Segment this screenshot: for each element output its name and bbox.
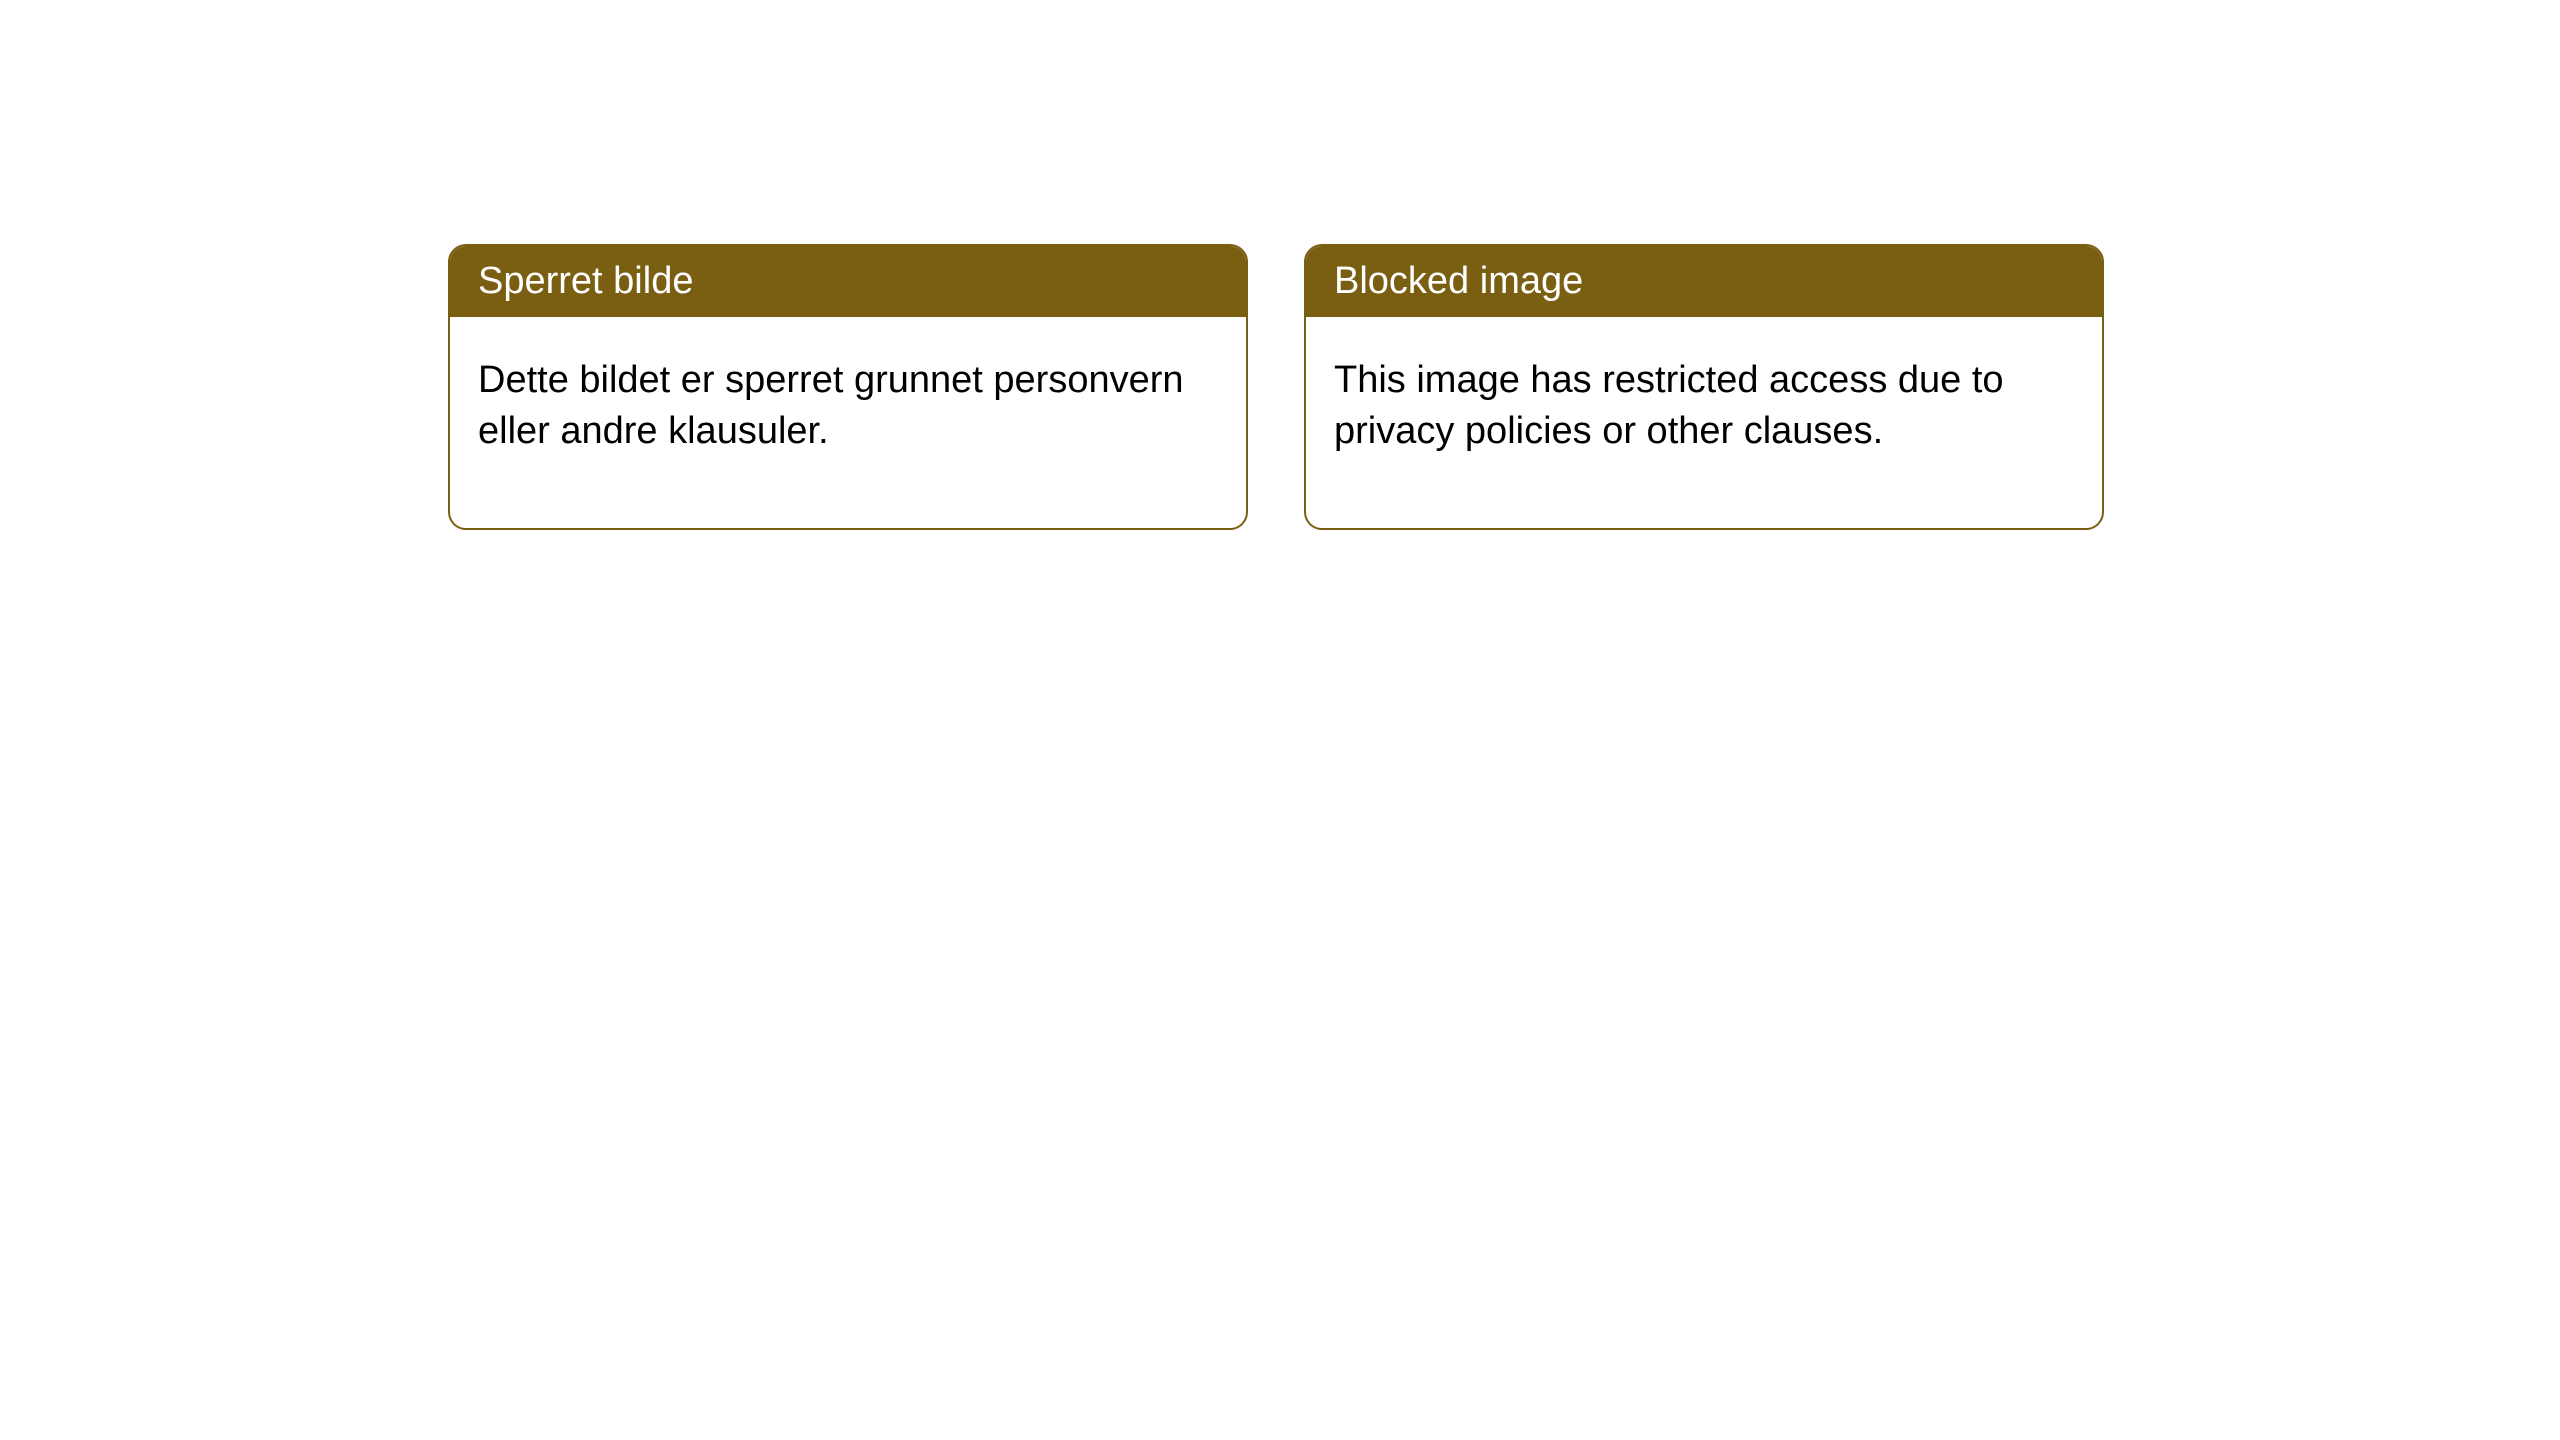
notice-body: Dette bildet er sperret grunnet personve… [450, 317, 1246, 528]
notice-body: This image has restricted access due to … [1306, 317, 2102, 528]
notice-header: Blocked image [1306, 246, 2102, 317]
notice-card-english: Blocked image This image has restricted … [1304, 244, 2104, 530]
notice-container: Sperret bilde Dette bildet er sperret gr… [448, 244, 2104, 530]
notice-header: Sperret bilde [450, 246, 1246, 317]
notice-title: Sperret bilde [478, 260, 693, 302]
notice-body-text: Dette bildet er sperret grunnet personve… [478, 359, 1184, 452]
notice-card-norwegian: Sperret bilde Dette bildet er sperret gr… [448, 244, 1248, 530]
notice-title: Blocked image [1334, 260, 1583, 302]
notice-body-text: This image has restricted access due to … [1334, 359, 2004, 452]
